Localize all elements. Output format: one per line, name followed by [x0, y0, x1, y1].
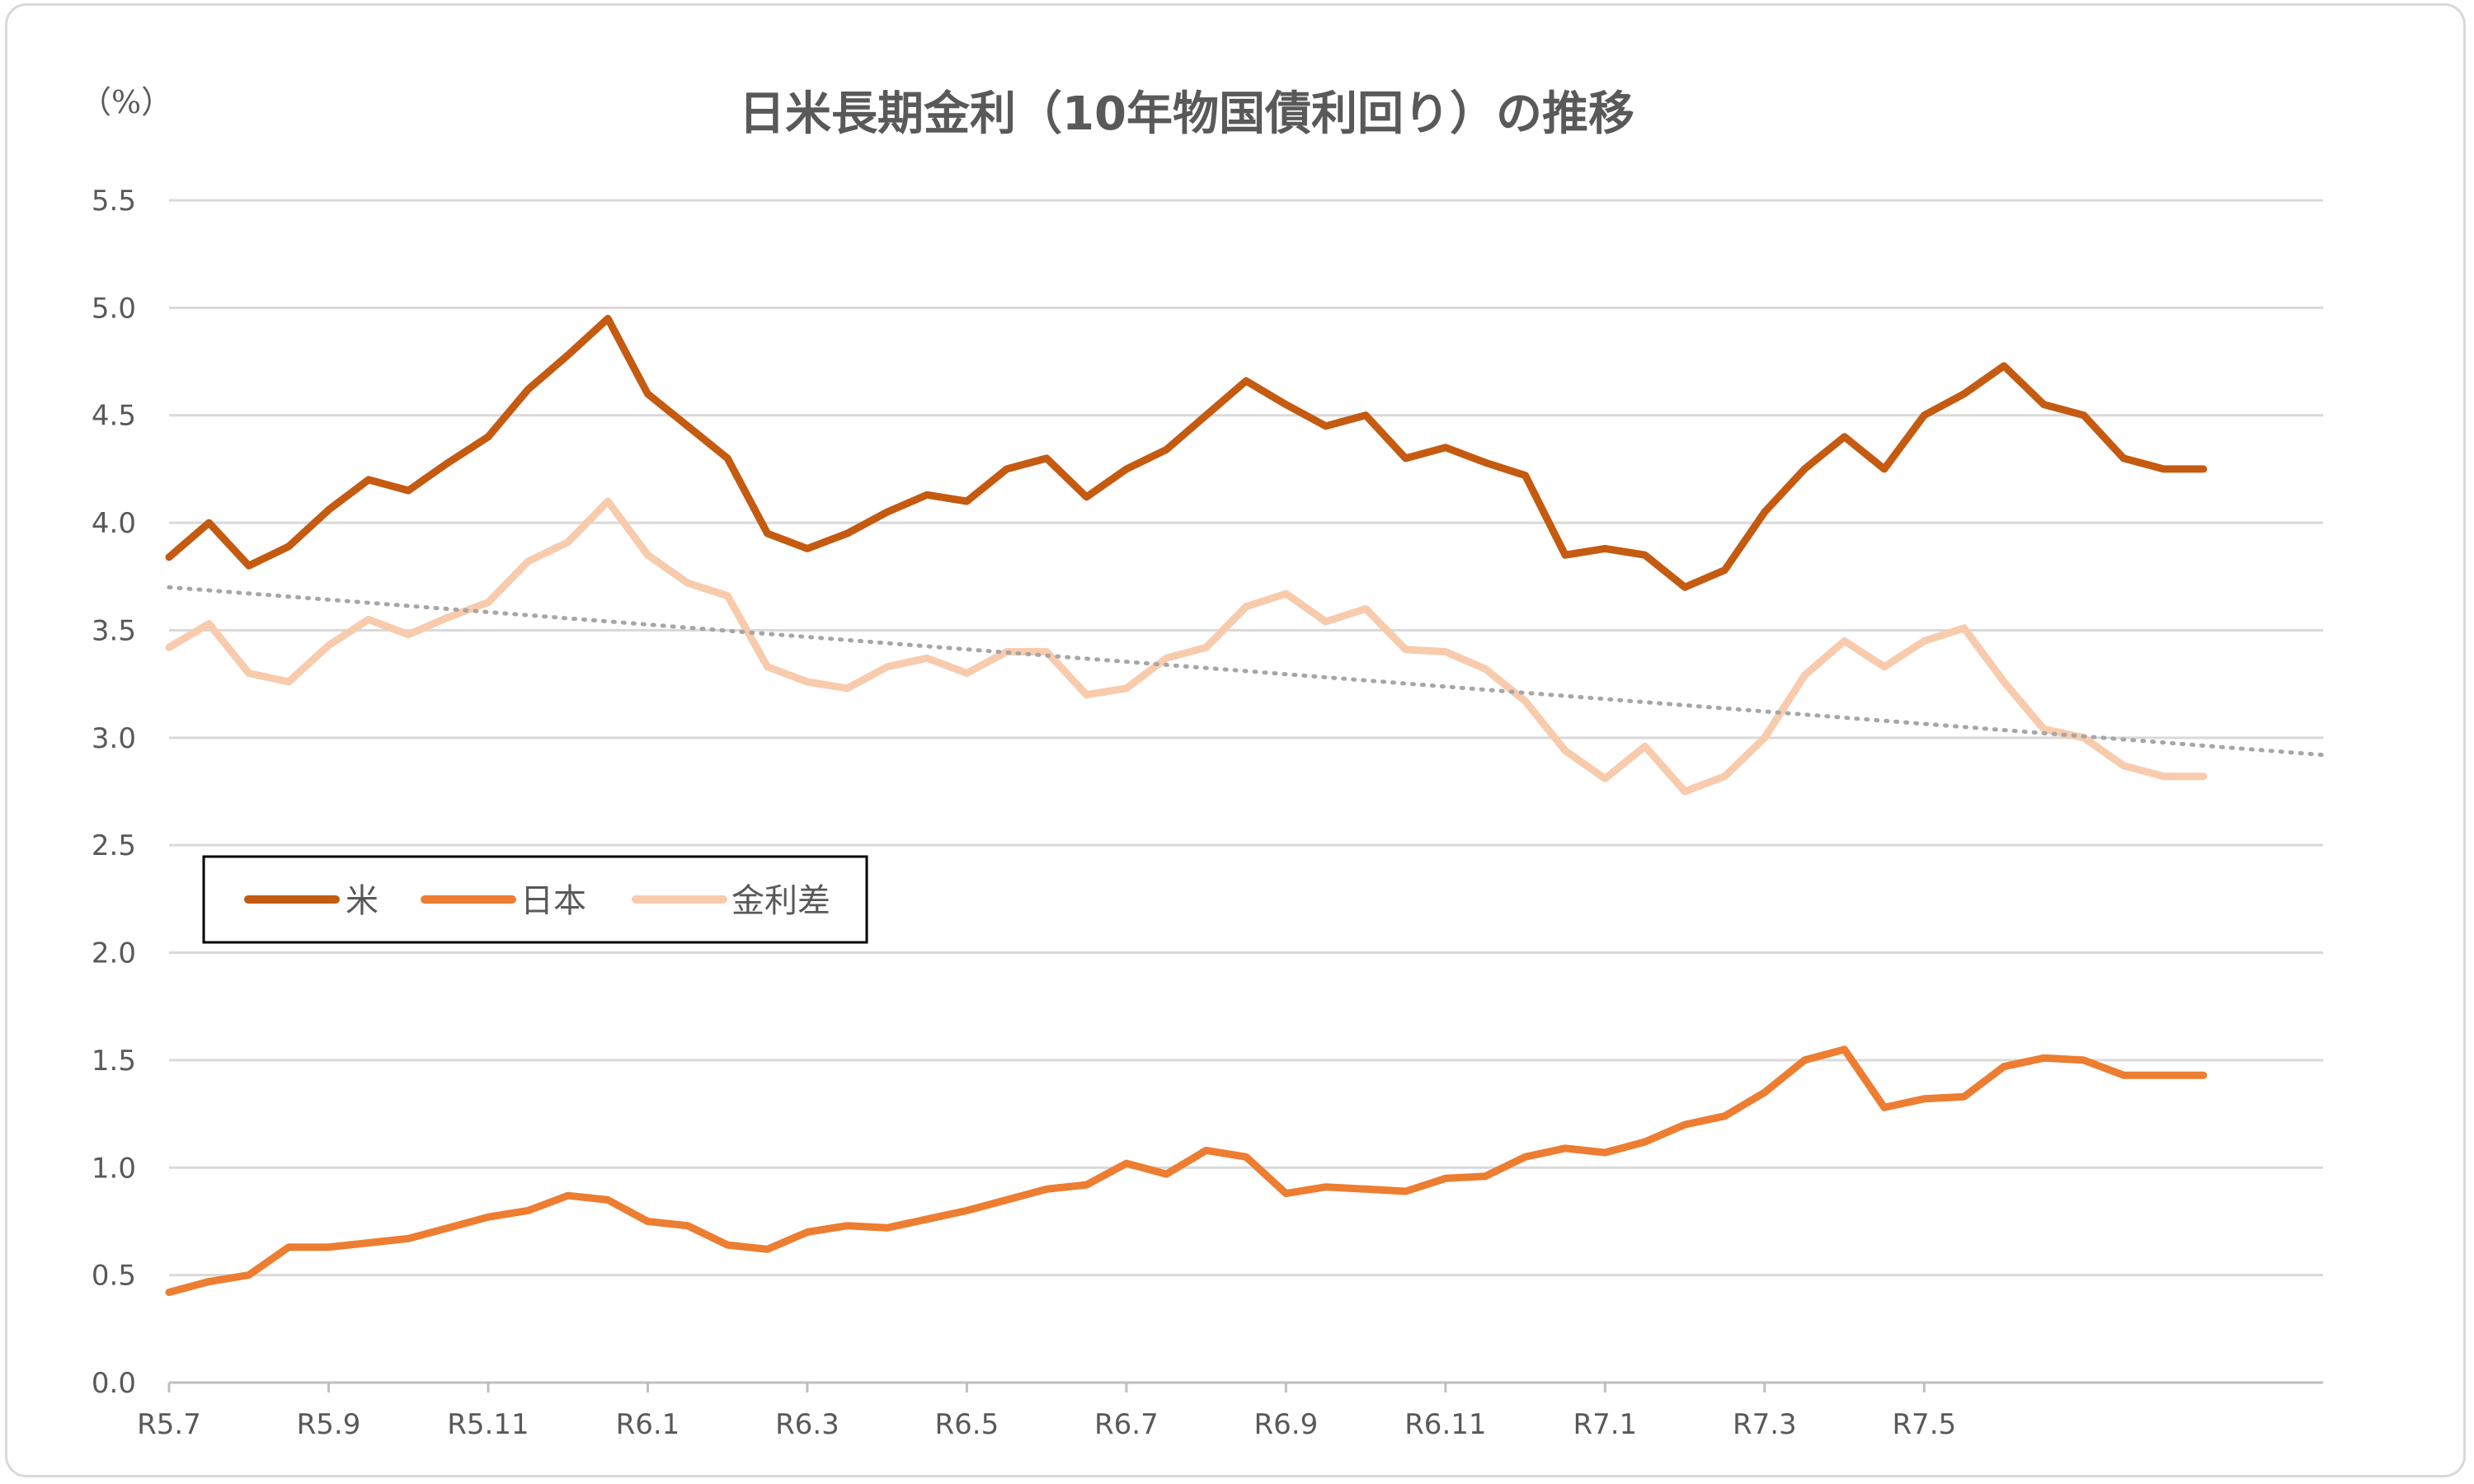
legend: 米 日本 金利差: [202, 855, 868, 944]
y-tick-label: 5.0: [92, 292, 136, 325]
spread-trendline: [167, 585, 2326, 758]
chart-title: 日米長期金利（10年物国債利回り）の推移: [739, 87, 1634, 141]
y-tick-label: 2.0: [92, 937, 136, 970]
y-tick-label: 0.5: [92, 1260, 136, 1293]
x-tick-label: R6.9: [1254, 1408, 1319, 1441]
y-tick-label: 1.0: [92, 1152, 136, 1185]
legend-label-japan: 日本: [520, 882, 586, 920]
x-tick-label: R6.3: [775, 1408, 840, 1441]
series-lines: [165, 314, 2208, 1296]
y-tick-label: 2.5: [92, 829, 136, 862]
y-axis-ticks: 0.0 0.5 1.0 1.5 2.0 2.5 3.0 3.5 4.0 4.5 5.0 5.5: [92, 185, 136, 1400]
line-chart: 日米長期金利（10年物国債利回り）の推移 （%） 0.0 0.5 1.0 1.5 2.0…: [80, 84, 2326, 1441]
y-axis-unit-label: （%）: [80, 84, 172, 120]
y-tick-label: 4.0: [92, 507, 136, 540]
x-tick-label: R6.5: [935, 1408, 999, 1441]
y-tick-label: 3.5: [92, 614, 136, 647]
x-tick-label: R5.11: [447, 1408, 529, 1441]
series-line-spread: [165, 497, 2208, 796]
y-tick-label: 5.5: [92, 185, 136, 218]
series-line-us: [165, 314, 2208, 591]
x-tick-label: R7.5: [1892, 1408, 1956, 1441]
y-tick-label: 3.0: [92, 722, 136, 755]
y-tick-label: 1.5: [92, 1045, 136, 1078]
x-tick-label: R7.1: [1573, 1408, 1637, 1441]
x-tick-label: R5.9: [297, 1408, 361, 1441]
trendline: [167, 585, 2326, 758]
grid-lines: [169, 199, 2323, 1384]
x-tick-label: R7.3: [1733, 1408, 1797, 1441]
x-tick-label: R6.7: [1094, 1408, 1159, 1441]
series-line-japan: [165, 1045, 2208, 1296]
legend-label-us: 米: [346, 882, 379, 920]
chart-card: 日米長期金利（10年物国債利回り）の推移 （%） 0.0 0.5 1.0 1.5 2.0…: [5, 3, 2466, 1477]
y-tick-label: 0.0: [92, 1367, 136, 1400]
x-tick-label: R6.11: [1404, 1408, 1486, 1441]
legend-label-spread: 金利差: [731, 882, 830, 920]
x-tick-label: R6.1: [616, 1408, 680, 1441]
x-axis-ticks: R5.7 R5.9 R5.11 R6.1 R6.3 R6.5 R6.7 R6.9 R6.11 R7…: [137, 1383, 1956, 1441]
y-tick-label: 4.5: [92, 400, 136, 433]
x-tick-label: R5.7: [137, 1408, 201, 1441]
